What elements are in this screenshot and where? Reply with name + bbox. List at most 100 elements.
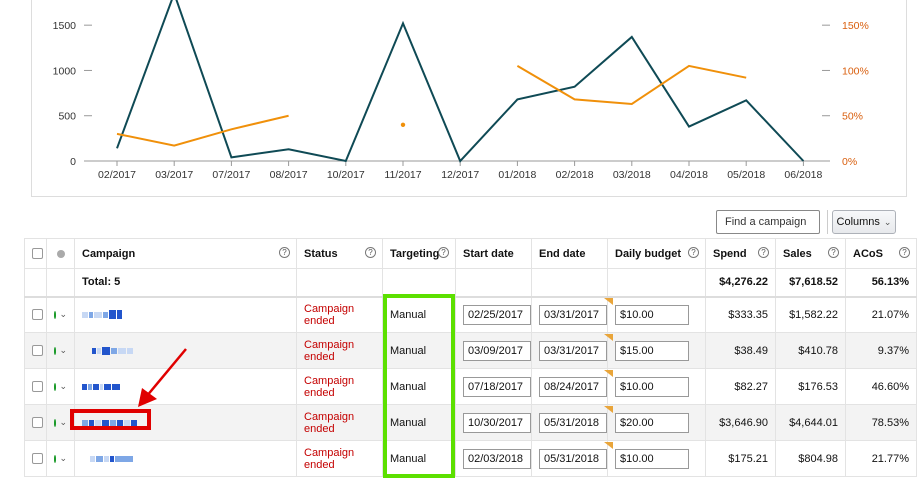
daily-budget-input[interactable]: $15.00: [615, 340, 689, 361]
columns-button[interactable]: Columns ⌄: [832, 210, 896, 234]
left-axis-tick-label: 500: [58, 111, 76, 123]
daily-budget-input[interactable]: $20.00: [615, 412, 689, 433]
daily-budget-input[interactable]: $10.00: [615, 304, 689, 325]
start-date-input[interactable]: 07/18/2017: [463, 376, 531, 397]
enabled-dot-icon: [54, 418, 57, 427]
table-row[interactable]: ⌄ Campaign ended Manual 03/09/2017 03/31…: [24, 332, 917, 369]
columns-button-label: Columns: [836, 216, 880, 228]
row-checkbox[interactable]: [32, 417, 43, 428]
daily-budget-input[interactable]: $10.00: [615, 448, 689, 469]
campaign-header-label: Campaign: [82, 247, 136, 260]
total-label: Total: 5: [74, 268, 297, 298]
status-dot-icon: [56, 249, 65, 258]
end-date-input[interactable]: 05/31/2018: [539, 448, 607, 469]
edit-flag-icon: [604, 369, 613, 377]
chevron-down-icon[interactable]: ⌄: [59, 345, 67, 355]
campaign-name-link[interactable]: [74, 296, 297, 333]
left-axis-tick-label: 1500: [53, 20, 77, 32]
campaign-search-input[interactable]: Find a campaign: [716, 210, 820, 234]
campaigns-table: Campaign? Status? Targeting? Start date …: [24, 238, 917, 477]
chevron-down-icon[interactable]: ⌄: [59, 417, 67, 427]
spend-value: $3,646.90: [705, 404, 776, 441]
table-row[interactable]: ⌄ Campaign ended Manual 02/03/2018 05/31…: [24, 440, 917, 477]
acos-value: 9.37%: [845, 332, 917, 369]
x-axis-tick-label: 02/2017: [98, 169, 136, 181]
table-row[interactable]: ⌄ Campaign ended Manual 02/25/2017 03/31…: [24, 296, 917, 333]
sales-value: $410.78: [775, 332, 846, 369]
start-date-input[interactable]: 02/03/2018: [463, 448, 531, 469]
redacted-campaign-name: [82, 383, 120, 390]
campaign-header[interactable]: Campaign?: [74, 238, 297, 269]
targeting-text: Manual: [382, 296, 456, 333]
sales-value: $176.53: [775, 368, 846, 405]
start-date-input[interactable]: 02/25/2017: [463, 304, 531, 325]
row-checkbox[interactable]: [32, 381, 43, 392]
x-axis-tick-label: 10/2017: [327, 169, 365, 181]
targeting-text: Manual: [382, 440, 456, 477]
enabled-dot-icon: [54, 346, 57, 355]
status-header[interactable]: Status?: [296, 238, 383, 269]
daily-budget-input[interactable]: $10.00: [615, 376, 689, 397]
table-header-row: Campaign? Status? Targeting? Start date …: [24, 238, 917, 269]
start-date-input[interactable]: 03/09/2017: [463, 340, 531, 361]
campaign-name-link[interactable]: [74, 368, 297, 405]
series-2-line: [516, 64, 747, 105]
daily-budget-header-label: Daily budget: [615, 247, 682, 260]
status-text: Campaign ended: [296, 296, 383, 333]
start-date-header-label: Start date: [463, 247, 514, 260]
help-icon[interactable]: ?: [438, 247, 449, 258]
spend-header[interactable]: Spend?: [705, 238, 776, 269]
x-axis-tick-label: 02/2018: [556, 169, 594, 181]
start-date-input[interactable]: 10/30/2017: [463, 412, 531, 433]
row-checkbox[interactable]: [32, 309, 43, 321]
row-checkbox[interactable]: [32, 453, 43, 464]
chevron-down-icon[interactable]: ⌄: [59, 453, 67, 463]
select-all-cell[interactable]: [24, 238, 47, 269]
table-row[interactable]: ⌄ Campaign ended Manual 10/30/2017 05/31…: [24, 404, 917, 441]
help-icon[interactable]: ?: [828, 247, 839, 258]
campaign-name-link[interactable]: [74, 404, 297, 441]
performance-chart: 0 500 1000 1500 0% 50% 100% 150% 02/2017 03/2017 0…: [53, 0, 869, 181]
end-date-input[interactable]: 03/31/2017: [539, 340, 607, 361]
status-text: Campaign ended: [296, 404, 383, 441]
edit-flag-icon: [604, 297, 613, 305]
select-all-checkbox[interactable]: [32, 248, 43, 259]
edit-flag-icon: [604, 405, 613, 413]
help-icon[interactable]: ?: [758, 247, 769, 258]
acos-header[interactable]: ACoS?: [845, 238, 917, 269]
targeting-header-label: Targeting: [390, 247, 440, 260]
acos-value: 78.53%: [845, 404, 917, 441]
chevron-down-icon[interactable]: ⌄: [59, 309, 67, 320]
enabled-dot-icon: [54, 454, 57, 463]
daily-budget-header[interactable]: Daily budget?: [607, 238, 706, 269]
status-text: Campaign ended: [296, 368, 383, 405]
end-date-header[interactable]: End date: [531, 238, 608, 269]
help-icon[interactable]: ?: [279, 247, 290, 258]
sales-header[interactable]: Sales?: [775, 238, 846, 269]
enabled-dot-icon: [54, 310, 57, 319]
end-date-input[interactable]: 08/24/2017: [539, 376, 607, 397]
end-date-input[interactable]: 05/31/2018: [539, 412, 607, 433]
table-row[interactable]: ⌄ Campaign ended Manual 07/18/2017 08/24…: [24, 368, 917, 405]
sales-header-label: Sales: [783, 247, 812, 260]
spend-value: $333.35: [705, 296, 776, 333]
sales-value: $4,644.01: [775, 404, 846, 441]
help-icon[interactable]: ?: [365, 247, 376, 258]
chevron-down-icon[interactable]: ⌄: [59, 381, 67, 391]
help-icon[interactable]: ?: [688, 247, 699, 258]
enabled-dot-icon: [54, 382, 57, 391]
campaign-name-link[interactable]: [74, 440, 297, 477]
acos-value: 21.77%: [845, 440, 917, 477]
x-axis-tick-label: 11/2017: [384, 169, 421, 181]
redacted-campaign-name: [90, 455, 133, 462]
acos-value: 21.07%: [845, 296, 917, 333]
help-icon[interactable]: ?: [899, 247, 910, 258]
start-date-header[interactable]: Start date: [455, 238, 532, 269]
campaign-name-link[interactable]: [74, 332, 297, 369]
x-axis-tick-label: 04/2018: [670, 169, 708, 181]
row-checkbox[interactable]: [32, 345, 43, 356]
end-date-input[interactable]: 03/31/2017: [539, 304, 607, 325]
targeting-header[interactable]: Targeting?: [382, 238, 456, 269]
series-2-point: [400, 122, 406, 127]
spend-value: $175.21: [705, 440, 776, 477]
